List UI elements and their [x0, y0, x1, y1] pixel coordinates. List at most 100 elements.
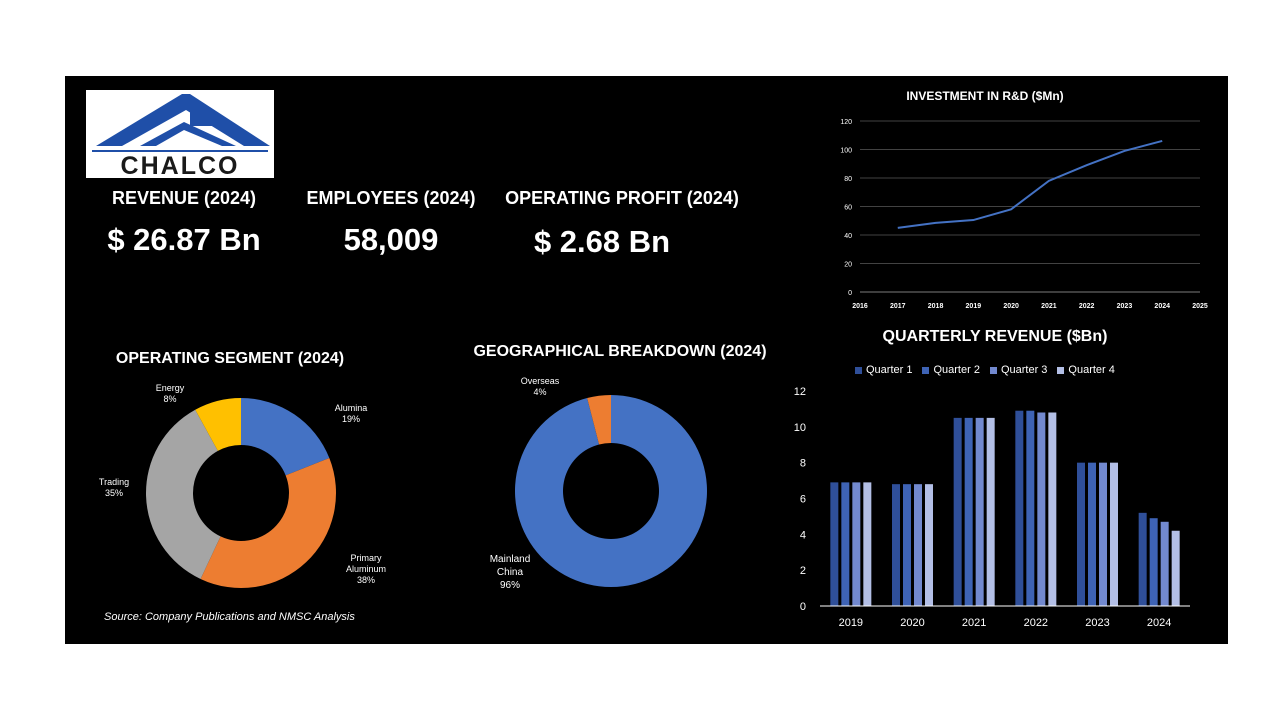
- segment-slice: [200, 458, 336, 588]
- quarterly-bar: [1171, 530, 1180, 606]
- quarterly-bar: [1077, 462, 1085, 606]
- quarterly-bar: [914, 484, 922, 606]
- quarterly-y-tick-label: 10: [794, 422, 806, 434]
- quarterly-bar: [852, 482, 861, 606]
- quarterly-x-tick-label: 2022: [1024, 617, 1048, 629]
- segment-slice-label-line: 38%: [357, 575, 375, 585]
- quarterly-bar: [892, 484, 900, 606]
- geo-slice-label-line: China: [497, 567, 524, 578]
- geo-slice-label-line: Overseas: [521, 376, 560, 386]
- geographical-breakdown-donut-chart: Mainland China 96% Overseas 4%: [490, 376, 707, 591]
- segment-slice-label: Trading 35%: [99, 477, 129, 498]
- quarterly-chart-legend: Quarter 1 Quarter 2 Quarter 3 Quarter 4: [855, 364, 1115, 376]
- quarterly-x-tick-label: 2023: [1085, 617, 1109, 629]
- rnd-y-tick-label: 20: [844, 262, 852, 269]
- quarterly-bar: [975, 417, 984, 606]
- quarterly-y-tick-label: 12: [794, 386, 806, 398]
- rnd-y-tick-label: 80: [844, 176, 852, 183]
- geo-slice: [587, 395, 611, 445]
- quarterly-bar: [953, 417, 962, 606]
- rnd-x-tick-label: 2019: [966, 303, 982, 310]
- quarterly-bar: [903, 484, 911, 606]
- segment-slice-label: Primary Aluminum 38%: [346, 553, 386, 585]
- quarterly-x-tick-label: 2021: [962, 617, 986, 629]
- kpi-employees-value: 58,009: [343, 222, 439, 257]
- rnd-chart-title: INVESTMENT IN R&D ($Mn): [906, 89, 1064, 103]
- quarterly-x-tick-label: 2019: [839, 617, 863, 629]
- quarterly-x-tick-label: 2020: [900, 617, 924, 629]
- quarterly-y-tick-label: 0: [800, 601, 806, 613]
- rnd-y-tick-label: 0: [848, 290, 852, 297]
- quarterly-bar: [830, 482, 839, 606]
- rnd-y-tick-label: 60: [844, 205, 852, 212]
- legend-label-q2: Quarter 2: [933, 364, 980, 376]
- geo-slice-label: Mainland China 96%: [490, 554, 531, 591]
- kpi-operating-profit-title: OPERATING PROFIT (2024): [505, 188, 739, 208]
- rnd-x-tick-label: 2024: [1154, 303, 1170, 310]
- legend-item-q1: Quarter 1: [855, 364, 912, 376]
- quarterly-bar: [1037, 412, 1046, 606]
- geo-slice-label: Overseas 4%: [521, 376, 560, 397]
- chalco-logo-mark: CHALCO: [92, 94, 270, 180]
- quarterly-x-tick-label: 2024: [1147, 617, 1171, 629]
- company-logo: CHALCO: [86, 90, 274, 180]
- kpi-revenue-value: $ 26.87 Bn: [107, 222, 261, 257]
- quarterly-y-tick-label: 2: [800, 565, 806, 577]
- segment-slice: [195, 398, 241, 451]
- rnd-x-tick-label: 2025: [1192, 303, 1208, 310]
- rnd-investment-line-chart: 0 20 40 60 80 100 120 2016 2017 2018 2019 2020 2021 2…: [840, 119, 1208, 310]
- rnd-x-tick-label: 2017: [890, 303, 906, 310]
- segment-slice: [241, 398, 330, 476]
- kpi-operating-profit-value: $ 2.68 Bn: [533, 224, 671, 259]
- legend-swatch-q4: [1057, 366, 1065, 374]
- geo-slice-label-line: 4%: [533, 387, 546, 397]
- segment-slice: [146, 409, 221, 579]
- quarterly-bar: [1048, 412, 1057, 606]
- logo-text: CHALCO: [121, 152, 240, 178]
- quarterly-bar: [1110, 462, 1118, 606]
- rnd-x-tick-label: 2023: [1117, 303, 1133, 310]
- quarterly-bar: [1099, 462, 1107, 606]
- legend-swatch-q3: [989, 366, 997, 374]
- rnd-y-tick-label: 100: [840, 148, 852, 155]
- quarterly-bar: [1088, 462, 1096, 606]
- quarterly-revenue-bar-chart: 0 2 4 6 8 10 12 2019 2020 2021 2022 2023 2024: [794, 386, 1190, 629]
- dashboard-slide: CHALCO REVENUE (2024) $ 26.87 Bn EMPLOYE…: [65, 76, 1228, 644]
- rnd-series-line: [897, 139, 1163, 229]
- quarterly-bar: [1026, 410, 1035, 606]
- legend-label-q1: Quarter 1: [866, 364, 913, 376]
- quarterly-chart-title: QUARTERLY REVENUE ($Bn): [882, 328, 1108, 345]
- segment-slice-label-line: 8%: [163, 394, 176, 404]
- geo-chart-title: GEOGRAPHICAL BREAKDOWN (2024): [473, 343, 767, 360]
- rnd-y-tick-label: 120: [840, 119, 852, 126]
- legend-swatch-q2: [922, 366, 930, 374]
- legend-item-q3: Quarter 3: [989, 364, 1048, 376]
- quarterly-y-tick-label: 4: [800, 529, 806, 541]
- quarterly-bar: [1160, 521, 1169, 606]
- quarterly-y-tick-label: 6: [800, 494, 806, 506]
- kpi-revenue-title: REVENUE (2024): [111, 188, 257, 208]
- quarterly-bar: [964, 417, 973, 606]
- quarterly-bar: [925, 484, 933, 606]
- quarterly-bar: [1149, 518, 1158, 606]
- geo-slice-label-line: Mainland: [490, 554, 531, 565]
- source-note: Source: Company Publications and NMSC An…: [104, 611, 355, 623]
- rnd-x-tick-label: 2016: [852, 303, 868, 310]
- segment-slice-label-line: Aluminum: [346, 564, 386, 574]
- segment-slice-label-line: Primary: [351, 553, 382, 563]
- rnd-x-tick-label: 2018: [928, 303, 944, 310]
- quarterly-y-tick-label: 8: [800, 458, 806, 470]
- kpi-employees-title: EMPLOYEES (2024): [306, 188, 476, 208]
- rnd-x-tick-label: 2022: [1079, 303, 1095, 310]
- segment-chart-title: OPERATING SEGMENT (2024): [115, 350, 345, 367]
- legend-label-q3: Quarter 3: [1000, 364, 1048, 376]
- legend-item-q4: Quarter 4: [1057, 364, 1115, 376]
- segment-slice-label-line: 19%: [342, 414, 360, 424]
- segment-slice-label-line: Alumina: [335, 403, 368, 413]
- rnd-x-tick-label: 2020: [1003, 303, 1019, 310]
- segment-slice-label-line: Energy: [156, 383, 185, 393]
- segment-slice-label-line: 35%: [105, 488, 123, 498]
- quarterly-bar: [986, 417, 995, 606]
- quarterly-bar: [863, 482, 872, 606]
- quarterly-bar: [1015, 410, 1024, 606]
